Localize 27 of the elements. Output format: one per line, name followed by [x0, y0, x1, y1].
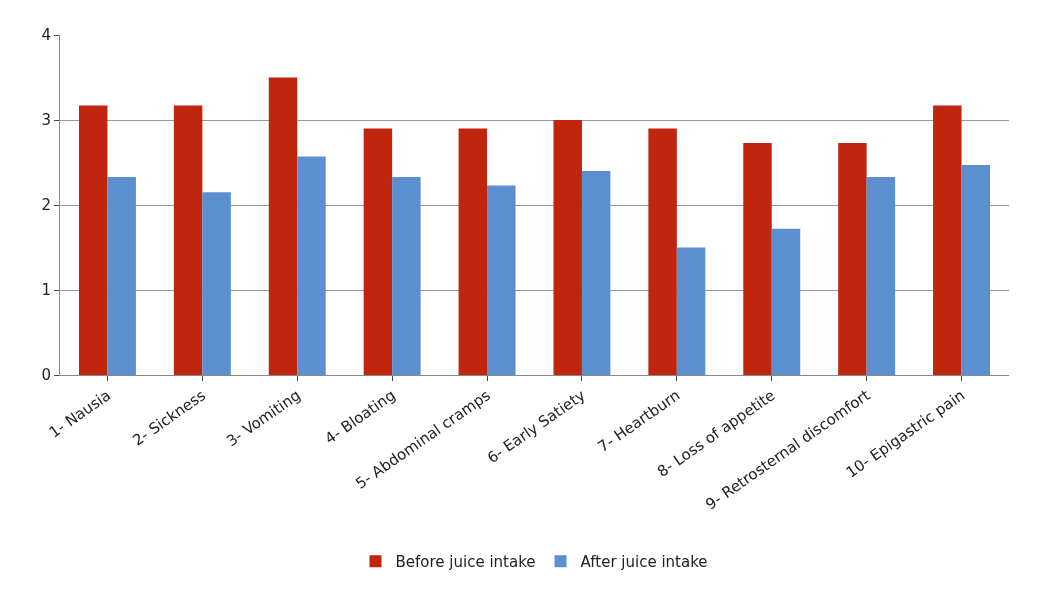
bar: [743, 142, 772, 375]
y-tick-label: 4: [41, 26, 51, 45]
bar: [202, 192, 231, 375]
bar: [933, 105, 962, 375]
legend-label: Before juice intake: [395, 553, 536, 572]
y-tick-label: 0: [41, 366, 51, 385]
bar: [458, 128, 488, 375]
bar: [581, 171, 611, 375]
bar: [648, 128, 677, 375]
bar: [676, 247, 706, 375]
bar: [107, 176, 136, 375]
bar: [268, 77, 298, 375]
bar: [78, 105, 108, 375]
y-tick-label: 3: [41, 111, 51, 130]
bar: [553, 120, 582, 375]
bar: [838, 142, 867, 375]
bar: [297, 156, 326, 375]
bar: [392, 176, 421, 375]
bar: [961, 165, 991, 375]
bar: [173, 105, 203, 375]
bar: [363, 128, 393, 375]
legend-label: After juice intake: [580, 553, 708, 572]
bar: [866, 176, 896, 375]
bar: [771, 228, 801, 375]
y-tick-label: 2: [41, 196, 51, 215]
bar: [487, 185, 516, 375]
y-tick-label: 1: [41, 281, 51, 300]
